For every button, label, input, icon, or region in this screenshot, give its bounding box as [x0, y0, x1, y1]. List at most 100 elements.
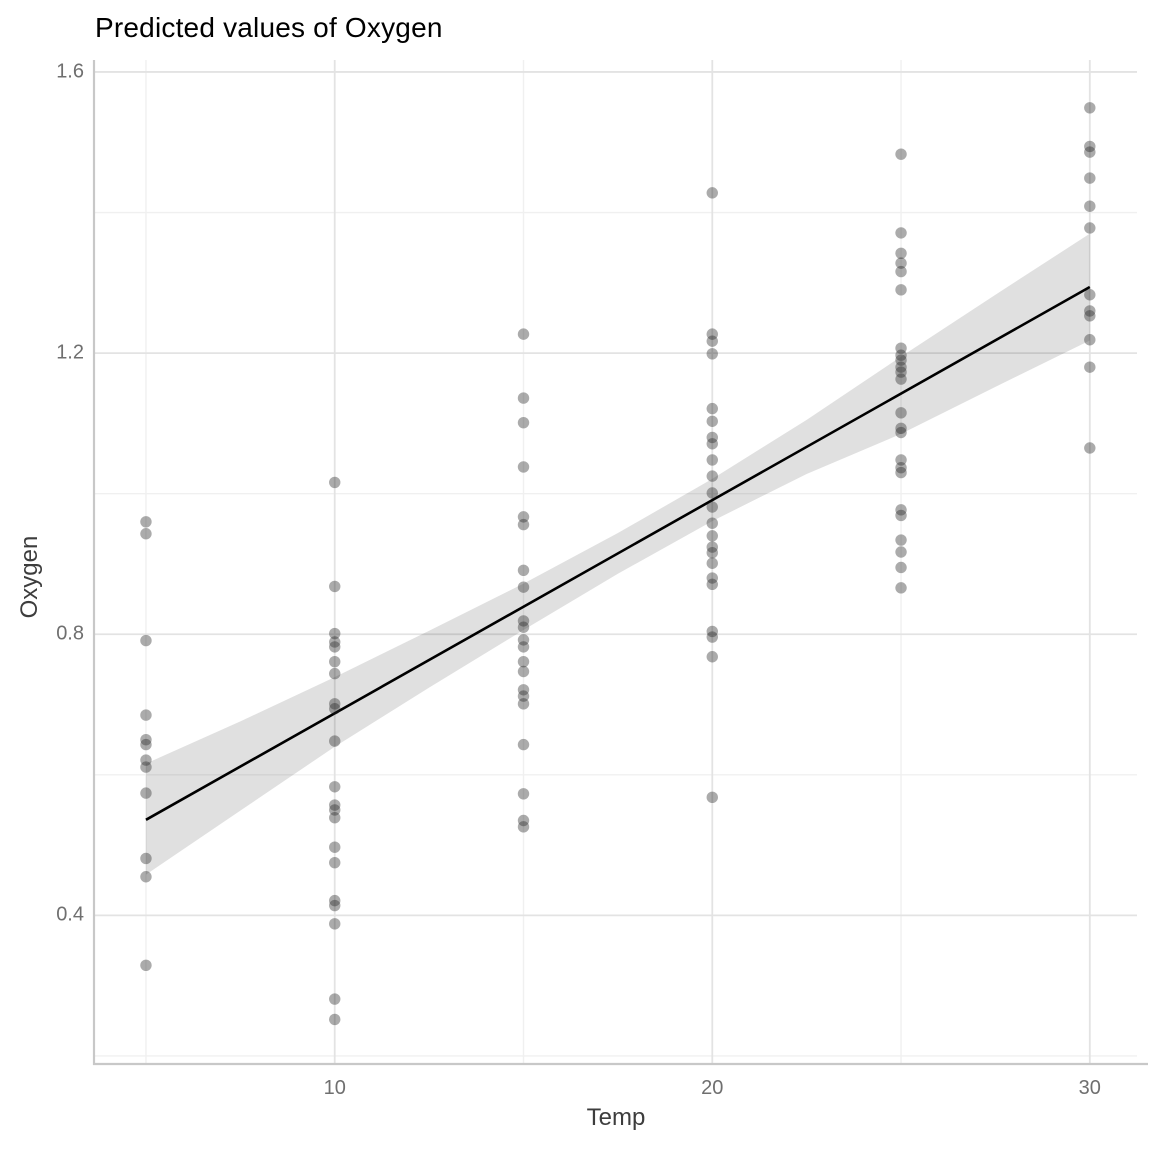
data-point	[706, 651, 718, 663]
y-tick-label: 1.6	[56, 60, 84, 83]
data-point	[895, 349, 907, 361]
data-point	[1084, 305, 1096, 317]
data-point	[706, 541, 718, 553]
data-point	[517, 518, 530, 531]
y-tick-label: 0.4	[56, 903, 84, 926]
data-point	[329, 703, 341, 715]
data-point	[140, 871, 152, 883]
data-point	[329, 627, 341, 640]
y-tick-label: 1.2	[56, 341, 84, 364]
data-point	[1084, 310, 1096, 322]
data-point	[517, 328, 530, 340]
data-point	[329, 918, 341, 930]
data-point	[329, 811, 341, 824]
data-point	[517, 665, 530, 678]
data-point	[329, 894, 341, 907]
data-point	[1084, 334, 1096, 346]
data-point	[895, 461, 907, 474]
data-point	[706, 631, 718, 643]
data-point	[140, 761, 152, 773]
data-point	[706, 625, 718, 638]
x-tick-label: 10	[323, 1077, 346, 1099]
data-point	[706, 470, 718, 482]
data-point	[895, 284, 907, 296]
data-point	[517, 641, 530, 653]
data-point	[517, 634, 530, 646]
data-point	[517, 581, 530, 593]
data-point	[329, 580, 341, 593]
data-point	[895, 504, 907, 516]
data-point	[1084, 102, 1096, 114]
data-point	[895, 426, 907, 439]
data-point	[517, 461, 530, 473]
data-point	[140, 733, 152, 746]
data-point	[329, 641, 341, 653]
data-point	[517, 621, 530, 633]
data-point	[140, 709, 152, 721]
data-point	[329, 636, 341, 648]
data-point	[517, 564, 530, 576]
data-point	[517, 655, 530, 668]
data-point	[1084, 140, 1096, 153]
data-point	[706, 557, 718, 569]
data-point	[706, 501, 718, 513]
data-point	[517, 788, 530, 800]
data-point	[517, 821, 530, 833]
data-point	[517, 615, 530, 627]
data-point	[895, 407, 907, 419]
data-point	[140, 516, 152, 528]
data-point	[706, 415, 718, 427]
data-point	[140, 738, 152, 751]
data-point	[329, 667, 341, 680]
data-point	[1084, 289, 1096, 301]
data-point	[517, 814, 530, 827]
data-point	[329, 698, 341, 710]
data-point	[706, 335, 718, 347]
data-point	[706, 454, 718, 466]
data-point	[1084, 200, 1096, 212]
x-axis-title: Temp	[586, 1104, 646, 1131]
data-point	[895, 582, 907, 594]
data-point	[517, 511, 530, 523]
data-point	[895, 534, 907, 546]
data-point	[895, 342, 907, 354]
data-point	[1084, 172, 1096, 184]
data-point	[329, 735, 341, 747]
x-tick-label: 20	[701, 1077, 724, 1099]
data-point	[895, 227, 907, 239]
data-point	[517, 416, 530, 429]
data-point	[706, 791, 718, 804]
data-point	[329, 856, 341, 869]
data-point	[706, 328, 718, 340]
data-point	[895, 466, 907, 479]
data-point	[895, 257, 907, 269]
data-point	[517, 684, 530, 696]
data-point	[895, 454, 907, 466]
data-point	[895, 546, 907, 558]
data-point	[329, 1013, 341, 1026]
data-point	[895, 265, 907, 278]
data-point	[706, 438, 718, 450]
data-point	[895, 247, 907, 259]
data-point	[706, 578, 718, 591]
data-point	[140, 959, 152, 972]
data-point	[895, 422, 907, 435]
y-axis-title: Oxygen	[16, 535, 43, 619]
data-point	[140, 528, 152, 540]
data-point	[895, 148, 907, 160]
data-point	[706, 402, 718, 415]
data-point	[1084, 361, 1096, 373]
regression-line	[145, 285, 1091, 821]
data-point	[140, 852, 152, 865]
data-point	[895, 561, 907, 574]
data-point	[517, 690, 530, 702]
data-point	[329, 899, 341, 912]
data-point	[706, 530, 718, 542]
data-point	[895, 373, 907, 385]
data-point	[517, 738, 530, 751]
data-point	[329, 841, 341, 853]
data-point	[140, 754, 152, 766]
data-point	[1084, 146, 1096, 158]
